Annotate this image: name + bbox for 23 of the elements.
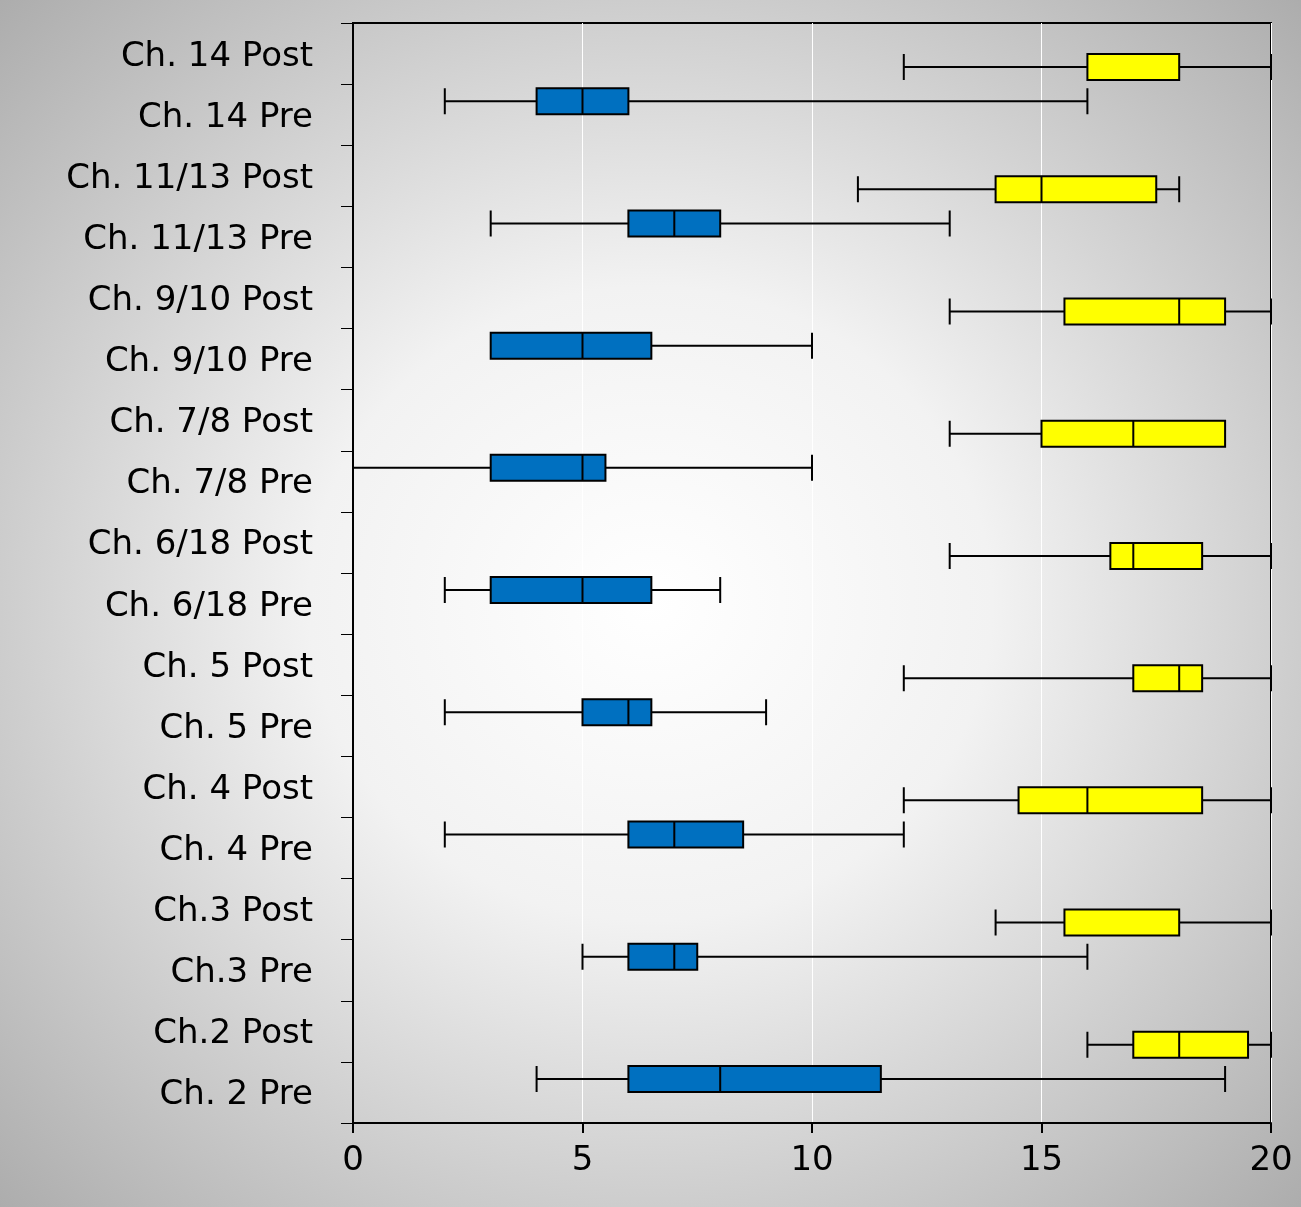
y-tick-label: Ch. 14 Post bbox=[120, 33, 313, 74]
y-tick-label: Ch.2 Post bbox=[153, 1011, 313, 1052]
x-tick-label: 0 bbox=[342, 1138, 364, 1178]
y-tick-label: Ch. 9/10 Post bbox=[87, 278, 313, 318]
y-tick-label: Ch. 14 Pre bbox=[137, 94, 313, 135]
y-tick-label: Ch. 9/10 Pre bbox=[104, 339, 313, 380]
y-tick-label: Ch. 6/18 Post bbox=[87, 522, 313, 563]
y-tick-label: Ch. 7/8 Pre bbox=[126, 461, 313, 502]
y-tick-label: Ch. 5 Post bbox=[142, 644, 313, 685]
y-tick-label: Ch. 11/13 Pre bbox=[83, 216, 313, 257]
x-tick-label: 15 bbox=[1019, 1138, 1064, 1178]
y-tick-label: Ch. 2 Pre bbox=[159, 1072, 313, 1113]
y-tick-label: Ch. 7/8 Post bbox=[109, 400, 313, 441]
y-tick-label: Ch. 11/13 Post bbox=[66, 155, 313, 196]
x-tick-label: 5 bbox=[571, 1138, 594, 1178]
y-tick-label: Ch.3 Pre bbox=[170, 950, 313, 991]
y-tick-label: Ch. 6/18 Pre bbox=[104, 583, 313, 624]
y-tick-label: Ch. 5 Pre bbox=[159, 705, 313, 746]
x-tick-label: 10 bbox=[790, 1138, 834, 1178]
y-tick-label: Ch.3 Post bbox=[153, 889, 313, 930]
y-tick-label: Ch. 4 Post bbox=[142, 766, 313, 807]
y-tick-label: Ch. 4 Pre bbox=[159, 828, 313, 868]
x-tick-label: 20 bbox=[1249, 1138, 1293, 1178]
